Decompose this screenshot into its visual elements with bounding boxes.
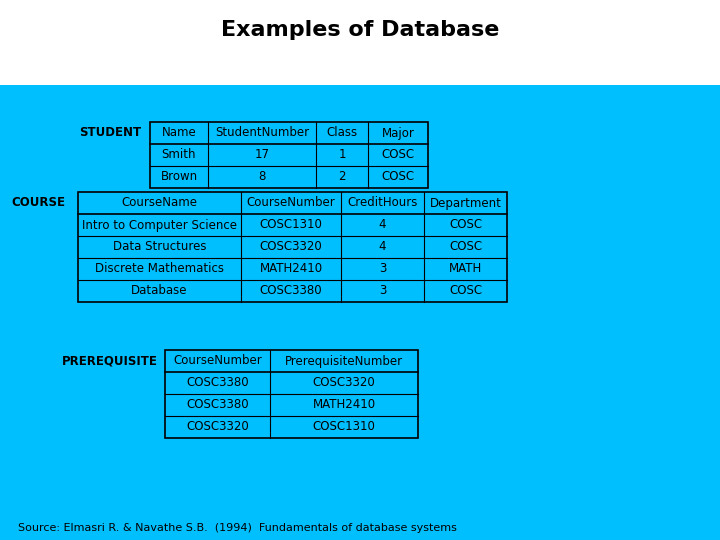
- Text: 4: 4: [379, 219, 386, 232]
- Text: Database: Database: [131, 285, 188, 298]
- Text: Brown: Brown: [161, 171, 197, 184]
- Text: Smith: Smith: [162, 148, 197, 161]
- Text: COSC: COSC: [382, 171, 415, 184]
- Text: 3: 3: [379, 285, 386, 298]
- Text: COSC1310: COSC1310: [312, 421, 375, 434]
- Text: 8: 8: [258, 171, 266, 184]
- Text: Examples of Database: Examples of Database: [221, 20, 499, 40]
- Text: Intro to Computer Science: Intro to Computer Science: [82, 219, 237, 232]
- Text: MATH2410: MATH2410: [312, 399, 376, 411]
- Text: 3: 3: [379, 262, 386, 275]
- Text: CourseName: CourseName: [122, 197, 197, 210]
- Text: STUDENT: STUDENT: [79, 126, 141, 139]
- Text: PrerequisiteNumber: PrerequisiteNumber: [285, 354, 403, 368]
- Text: CourseNumber: CourseNumber: [173, 354, 262, 368]
- Text: COSC3320: COSC3320: [260, 240, 323, 253]
- Text: COSC3380: COSC3380: [186, 399, 249, 411]
- Text: COSC: COSC: [449, 240, 482, 253]
- Text: MATH2410: MATH2410: [259, 262, 323, 275]
- Text: Class: Class: [326, 126, 358, 139]
- Text: COSC: COSC: [449, 219, 482, 232]
- Text: Name: Name: [161, 126, 197, 139]
- Bar: [150, 122, 428, 188]
- Text: MATH: MATH: [449, 262, 482, 275]
- Text: COSC3380: COSC3380: [186, 376, 249, 389]
- Text: COSC1310: COSC1310: [260, 219, 323, 232]
- Text: 17: 17: [254, 148, 269, 161]
- Text: COSC3320: COSC3320: [186, 421, 249, 434]
- Text: COSC3320: COSC3320: [312, 376, 375, 389]
- Bar: [165, 350, 418, 438]
- Text: Discrete Mathematics: Discrete Mathematics: [95, 262, 224, 275]
- Bar: [78, 192, 507, 302]
- Text: COSC3380: COSC3380: [260, 285, 323, 298]
- Text: Major: Major: [382, 126, 415, 139]
- Text: 4: 4: [379, 240, 386, 253]
- Text: COURSE: COURSE: [11, 197, 65, 210]
- Text: PREREQUISITE: PREREQUISITE: [62, 354, 158, 368]
- Text: CourseNumber: CourseNumber: [247, 197, 336, 210]
- Text: COSC: COSC: [449, 285, 482, 298]
- Text: 1: 1: [338, 148, 346, 161]
- Bar: [0, 85, 720, 540]
- Text: StudentNumber: StudentNumber: [215, 126, 309, 139]
- Text: COSC: COSC: [382, 148, 415, 161]
- Text: 2: 2: [338, 171, 346, 184]
- Text: Source: Elmasri R. & Navathe S.B.  (1994)  Fundamentals of database systems: Source: Elmasri R. & Navathe S.B. (1994)…: [18, 523, 457, 533]
- Text: Department: Department: [430, 197, 501, 210]
- Text: CreditHours: CreditHours: [347, 197, 418, 210]
- Text: Data Structures: Data Structures: [113, 240, 206, 253]
